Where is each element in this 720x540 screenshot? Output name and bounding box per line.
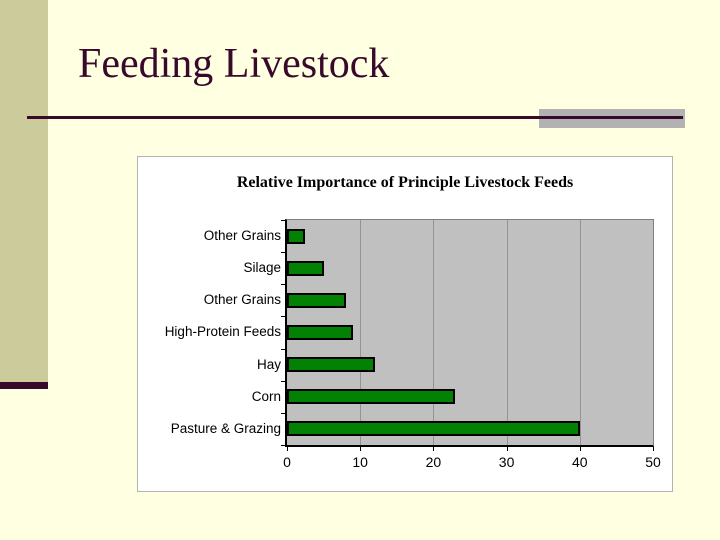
y-axis-tick: [281, 316, 285, 317]
y-axis-tick: [281, 381, 285, 382]
y-axis-tick: [281, 284, 285, 285]
chart-panel: Relative Importance of Principle Livesto…: [137, 156, 673, 492]
gridline-20: [433, 220, 435, 445]
category-label: Pasture & Grazing: [170, 420, 281, 436]
chart-bar: [287, 421, 580, 437]
sidebar-accent-cap: [0, 382, 48, 389]
chart-bar: [287, 325, 353, 340]
chart-bar: [287, 292, 346, 308]
slide-title: Feeding Livestock: [78, 41, 390, 87]
y-axis-tick: [281, 349, 285, 350]
category-label: Hay: [256, 356, 281, 372]
x-axis-tick: [579, 447, 581, 451]
x-axis-tick: [653, 447, 654, 451]
chart-bar: [287, 357, 375, 373]
y-axis-tick: [281, 413, 285, 414]
sidebar-accent-bar: [0, 0, 48, 382]
value-axis-label: 40: [572, 454, 588, 470]
title-rule-line: [27, 116, 683, 119]
value-axis-label: 0: [283, 454, 291, 470]
value-axis-label: 10: [352, 454, 368, 470]
category-label: Silage: [243, 260, 281, 276]
category-label: Other Grains: [203, 228, 281, 243]
chart-bar: [287, 389, 455, 405]
value-axis-label: 30: [498, 454, 515, 470]
y-axis-tick: [281, 220, 285, 221]
gridline-30: [506, 220, 508, 445]
x-axis-tick: [360, 447, 362, 451]
y-axis-tick: [281, 252, 285, 253]
value-axis-label: 20: [425, 454, 442, 470]
y-axis-tick: [281, 445, 285, 446]
chart-title: Relative Importance of Principle Livesto…: [236, 174, 574, 191]
category-label: Corn: [251, 388, 281, 404]
x-axis-tick: [287, 447, 288, 451]
gridline-40: [579, 220, 581, 445]
x-axis-tick: [433, 447, 435, 451]
chart-bar: [287, 228, 305, 244]
category-label: High-Protein Feeds: [164, 324, 281, 340]
x-axis-tick: [506, 447, 508, 451]
plot-area: [285, 219, 654, 447]
chart-bar: [287, 260, 324, 276]
gridline-10: [360, 220, 362, 445]
value-axis-label: 50: [645, 454, 661, 470]
category-label: Other Grains: [203, 292, 281, 308]
